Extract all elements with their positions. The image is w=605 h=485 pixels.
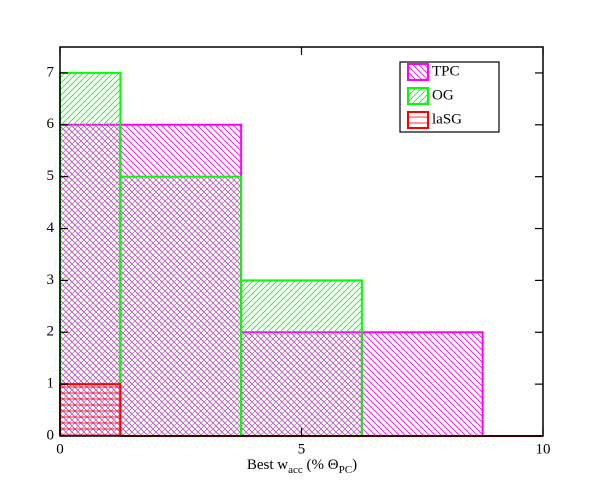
y-tick-label: 1 bbox=[47, 376, 55, 392]
histogram-bar bbox=[240, 279, 363, 436]
y-tick-label: 2 bbox=[47, 324, 55, 340]
legend-swatch bbox=[407, 111, 429, 129]
y-tick-label: 7 bbox=[47, 64, 55, 80]
y-tick-label: 6 bbox=[47, 116, 55, 132]
histogram-bar bbox=[119, 175, 243, 436]
histogram-bar bbox=[360, 331, 484, 436]
y-tick-label: 5 bbox=[47, 168, 55, 184]
x-tick-label: 0 bbox=[56, 441, 64, 457]
legend-label: laSG bbox=[432, 111, 462, 127]
x-axis-label: Best wacc (% ΘPC) bbox=[247, 457, 357, 475]
y-tick-label: 3 bbox=[47, 272, 55, 288]
histogram-bar bbox=[59, 383, 122, 436]
legend-swatch bbox=[407, 87, 429, 105]
legend-label: OG bbox=[432, 87, 454, 103]
histogram-bar bbox=[59, 71, 122, 436]
x-tick-label: 10 bbox=[536, 441, 551, 457]
y-tick-label: 4 bbox=[47, 220, 55, 236]
legend-label: TPC bbox=[432, 63, 460, 79]
x-tick-label: 5 bbox=[298, 441, 306, 457]
legend-swatch bbox=[407, 63, 429, 81]
y-tick-label: 0 bbox=[47, 427, 55, 443]
